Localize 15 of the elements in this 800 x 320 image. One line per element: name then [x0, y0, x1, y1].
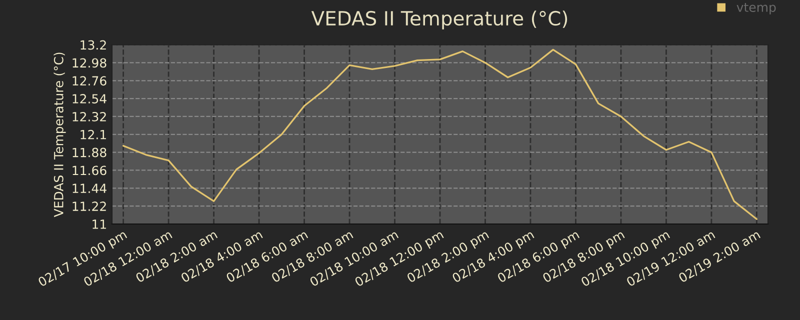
line-series — [122, 48, 758, 220]
y-tick-label: 12.32 — [72, 112, 106, 122]
legend-label: vtemp — [736, 3, 776, 14]
y-tick-label: 12.1 — [80, 130, 106, 140]
y-tick-label: 12.98 — [72, 58, 106, 68]
y-tick-label: 11.22 — [72, 202, 106, 211]
y-axis-title: VEDAS II Temperature (°C) — [54, 52, 66, 218]
y-tick-label: 12.54 — [72, 94, 106, 104]
y-tick-label: 11.88 — [72, 148, 106, 158]
y-tick-label: 12.76 — [72, 76, 106, 86]
y-tick-label: 11.44 — [72, 184, 106, 193]
y-tick-label: 11.66 — [72, 166, 106, 176]
chart-title: VEDAS II Temperature (°C) — [311, 10, 568, 30]
y-tick-label: 11 — [92, 220, 106, 229]
y-tick-label: 13.2 — [80, 40, 106, 50]
